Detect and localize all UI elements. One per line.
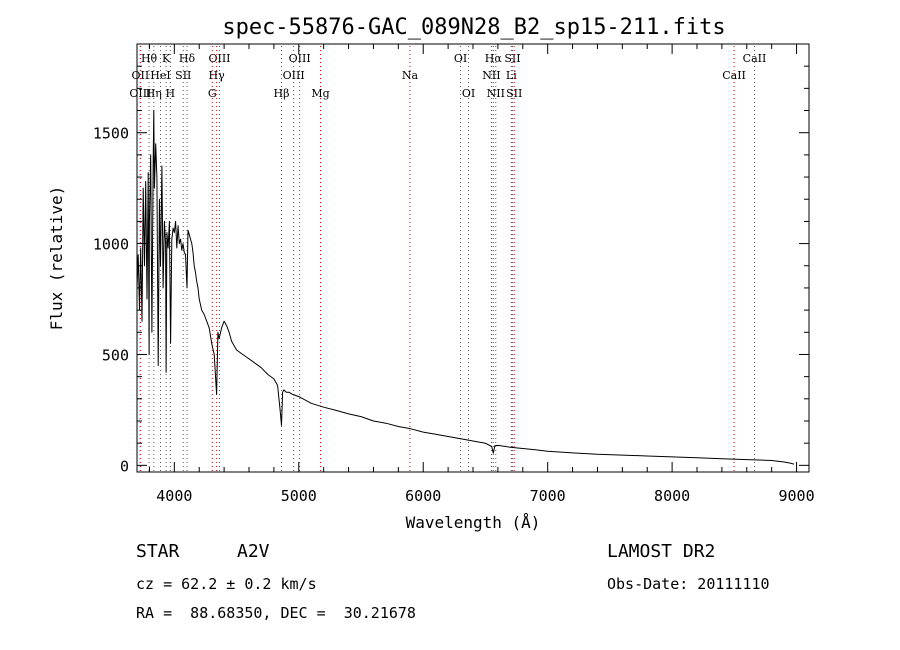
y-tick-label: 1500 [93, 125, 129, 143]
line-marker-label: G [208, 87, 217, 100]
line-marker-label: CaII [743, 52, 767, 65]
chart-title: spec-55876-GAC_089N28_B2_sp15-211.fits [222, 15, 725, 40]
series-layer [136, 110, 795, 465]
line-marker-label: OIII [129, 87, 151, 100]
observation-date: Obs-Date: 20111110 [607, 575, 770, 593]
redshift-text: cz = 62.2 ± 0.2 km/s [136, 575, 317, 593]
spectrum-line [136, 110, 795, 465]
line-marker-label: NII [482, 69, 500, 82]
line-marker-label: Hθ [141, 52, 158, 65]
line-marker-label: SII [175, 69, 191, 82]
coordinates-text: RA = 88.68350, DEC = 30.21678 [136, 604, 416, 622]
object-class: STAR [136, 541, 180, 562]
plot-frame [136, 43, 810, 473]
line-marker-label: OIII [283, 69, 305, 82]
x-tick-label: 9000 [778, 487, 814, 505]
line-marker-label: HeI [150, 69, 170, 82]
y-tick-label: 500 [102, 346, 129, 364]
y-tick-label: 0 [120, 457, 129, 475]
object-subclass: A2V [237, 541, 270, 562]
line-marker-label: K [162, 52, 171, 65]
line-marker-label: SII [504, 52, 520, 65]
line-marker-label: Li [506, 69, 517, 82]
line-marker-label: NII [487, 87, 505, 100]
line-marker-label: Hβ [274, 87, 290, 100]
line-marker-label: H [166, 87, 176, 100]
line-marker-label: OII [132, 69, 150, 82]
line-marker-label: Na [402, 69, 419, 82]
line-marker-label: OI [454, 52, 467, 65]
line-marker-label: CaII [722, 69, 746, 82]
line-marker-label: OI [462, 87, 475, 100]
x-tick-label: 8000 [654, 487, 690, 505]
survey-name: LAMOST DR2 [607, 541, 716, 562]
x-tick-label: 6000 [405, 487, 441, 505]
line-marker-label: Hδ [179, 52, 196, 65]
x-tick-label: 7000 [530, 487, 566, 505]
line-marker-label: Mg [311, 87, 329, 100]
line-marker-label: Hγ [209, 69, 226, 82]
y-tick-label: 1000 [93, 236, 129, 254]
line-marker-label: Hα [485, 52, 503, 65]
x-tick-label: 4000 [156, 487, 192, 505]
x-tick-label: 5000 [281, 487, 317, 505]
line-marker-label: SII [506, 87, 522, 100]
y-axis-label: Flux (relative) [47, 186, 66, 331]
x-axis-label: Wavelength (Å) [406, 513, 541, 532]
line-marker-label: OIII [208, 52, 230, 65]
line-marker-label: Hη [146, 87, 162, 100]
axis-ticks: 4000 5000 6000 7000 8000 9000 0 500 1000 1500 [93, 44, 815, 505]
line-marker-label: OIII [289, 52, 311, 65]
